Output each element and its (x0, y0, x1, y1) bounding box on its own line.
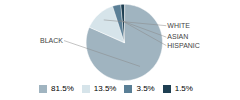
html-text:81.5%: 81.5% (51, 84, 74, 93)
svg-text:ASIAN: ASIAN (167, 33, 188, 40)
svg-text:BLACK: BLACK (40, 37, 63, 44)
html-text:1.5%: 1.5% (174, 84, 193, 93)
svg-text:HISPANIC: HISPANIC (167, 42, 200, 49)
html-text:13.5%: 13.5% (93, 84, 117, 93)
svg-text:WHITE: WHITE (167, 22, 190, 29)
html-text:3.5%: 3.5% (136, 84, 155, 93)
